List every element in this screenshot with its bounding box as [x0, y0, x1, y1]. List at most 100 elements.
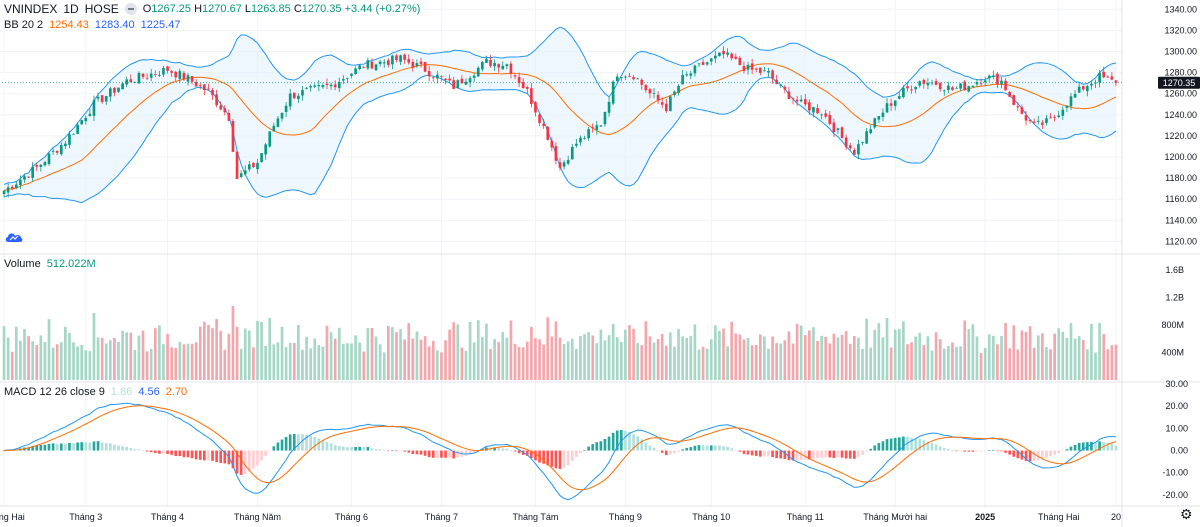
candle — [591, 123, 595, 133]
macd-hist-bar — [317, 438, 321, 451]
candle-body — [1057, 115, 1061, 118]
candle-body — [906, 86, 909, 89]
candle-body — [775, 79, 778, 85]
volume-bars[interactable] — [2, 306, 1118, 380]
macd-hist-bar — [701, 445, 705, 451]
volume-bar — [803, 335, 807, 380]
macd-hist-bar — [113, 444, 116, 451]
macd-hist-bar — [599, 441, 603, 451]
volume-bar — [709, 339, 713, 380]
macd-tick-label: 10.00 — [1165, 423, 1188, 433]
candle — [767, 67, 770, 77]
macd-hist-bar — [260, 450, 263, 461]
candle-body — [256, 162, 259, 170]
candle-body — [865, 131, 868, 144]
volume-bar — [648, 336, 652, 380]
candle-body — [415, 63, 419, 66]
candle — [689, 70, 693, 80]
volume-bar — [386, 326, 390, 380]
macd-hist-bar — [1012, 450, 1016, 457]
candle — [145, 73, 149, 81]
candle — [256, 158, 259, 174]
volume-bar — [84, 350, 88, 380]
candle-body — [268, 131, 272, 147]
volume-bar — [149, 348, 153, 380]
interval-label[interactable]: 1D — [63, 2, 79, 16]
candle — [1032, 118, 1036, 124]
volume-bar — [983, 347, 987, 380]
candle-body — [836, 128, 840, 131]
macd-hist-bar — [1028, 450, 1032, 462]
gear-icon[interactable]: ⚙ — [1180, 506, 1193, 522]
candle-body — [1065, 105, 1069, 108]
candle — [92, 95, 96, 122]
symbol-name[interactable]: VNINDEX — [4, 2, 58, 16]
volume-bar — [76, 346, 79, 380]
candle — [1110, 72, 1114, 81]
macd-hist-bar — [43, 444, 47, 451]
volume-bar — [693, 324, 697, 380]
volume-bar — [934, 332, 938, 380]
candlesticks[interactable] — [2, 46, 1122, 198]
macd-hist-bar — [828, 450, 832, 458]
candle-body — [861, 142, 864, 143]
tradingview-cloud-icon[interactable] — [4, 230, 24, 244]
bb-legend[interactable]: BB 20 2 1254.43 1283.40 1225.47 — [4, 19, 180, 31]
candle-body — [820, 114, 823, 116]
candle-body — [382, 62, 386, 64]
candle-body — [346, 77, 349, 79]
candle-body — [149, 73, 153, 78]
volume-bar — [767, 348, 770, 380]
volume-bar — [530, 326, 533, 380]
candle-body — [129, 79, 133, 82]
volume-bar — [342, 343, 345, 380]
volume-label[interactable]: Volume — [4, 258, 41, 270]
candle — [431, 77, 435, 82]
candle — [685, 71, 689, 77]
candle — [84, 115, 88, 125]
eye-toggle-icon[interactable] — [124, 3, 137, 15]
volume-bar — [615, 337, 619, 380]
macd-hist-bar — [378, 449, 382, 451]
macd-hist-bar — [382, 449, 386, 451]
candle-body — [333, 84, 337, 88]
macd-pane[interactable] — [2, 402, 1118, 501]
candle — [799, 95, 803, 103]
candle-body — [893, 100, 897, 106]
candle-body — [223, 108, 227, 113]
macd-hist-bar — [239, 450, 243, 475]
macd-hist-bar — [947, 448, 950, 451]
volume-bar — [88, 351, 92, 380]
candle — [742, 61, 746, 74]
candle — [113, 87, 116, 97]
volume-bar — [583, 334, 586, 380]
candle — [525, 85, 529, 94]
volume-legend[interactable]: Volume 512.022M — [4, 258, 96, 270]
macd-hist-bar — [656, 450, 660, 452]
bb-label[interactable]: BB 20 2 — [4, 19, 44, 31]
candle-body — [857, 144, 860, 155]
volume-bar — [1098, 322, 1101, 380]
candle — [517, 72, 521, 88]
macd-legend[interactable]: MACD 12 26 close 9 1.86 4.56 2.70 — [4, 386, 187, 398]
bb-lower-value: 1225.47 — [140, 19, 181, 31]
volume-bar — [493, 339, 496, 380]
candle-body — [329, 84, 333, 87]
macd-hist-bar — [207, 450, 210, 461]
macd-label[interactable]: MACD 12 26 close 9 — [4, 386, 105, 398]
macd-hist-bar — [677, 450, 680, 452]
candle-body — [664, 103, 668, 112]
macd-hist-bar — [104, 443, 108, 451]
candle — [198, 83, 202, 90]
candle-body — [1053, 117, 1056, 118]
symbol-legend[interactable]: VNINDEX 1D HOSE O1267.25 H1270.67 L1263.… — [4, 2, 420, 16]
candle-body — [987, 75, 991, 79]
candle-body — [104, 96, 108, 102]
candle — [1036, 115, 1040, 125]
volume-bar — [820, 335, 823, 380]
volume-bar — [64, 326, 67, 380]
macd-hist-bar — [685, 447, 689, 451]
candle — [370, 58, 374, 70]
candle — [632, 75, 635, 81]
